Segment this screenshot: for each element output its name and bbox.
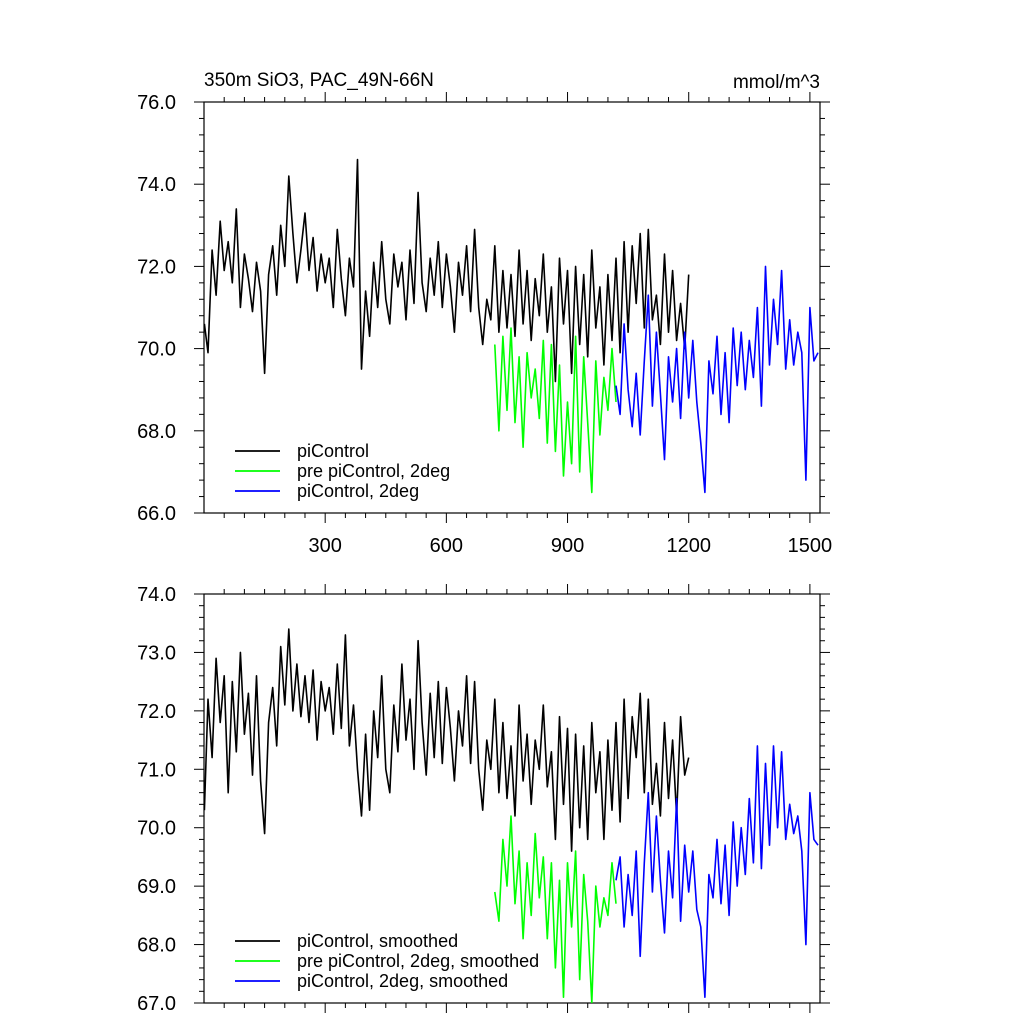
- y-tick-label: 68.0: [137, 935, 176, 957]
- x-tick-label: 900: [551, 535, 584, 557]
- y-tick-label: 66.0: [137, 503, 176, 525]
- x-tick-label: 1500: [788, 535, 833, 557]
- plot-frame: [203, 101, 821, 514]
- x-tick-label: 600: [430, 535, 463, 557]
- series-line-0: [204, 628, 690, 852]
- y-tick-label: 72.0: [137, 701, 176, 723]
- units-label: mmol/m^3: [733, 72, 820, 93]
- series-group: [204, 158, 819, 494]
- y-tick-label: 71.0: [137, 759, 176, 781]
- series-line-2: [615, 265, 819, 494]
- legend-label: piControl, smoothed: [297, 931, 458, 951]
- y-tick-label: 73.0: [137, 642, 176, 664]
- y-tick-label: 70.0: [137, 339, 176, 361]
- series-line-1: [494, 815, 617, 1003]
- series-line-0: [204, 158, 690, 383]
- y-tick-label: 74.0: [137, 584, 176, 606]
- y-tick-label: 67.0: [137, 993, 176, 1015]
- x-tick-label: 300: [308, 535, 341, 557]
- legend-label: piControl: [297, 441, 369, 461]
- series-line-1: [494, 327, 617, 494]
- series-line-2: [615, 745, 819, 999]
- y-tick-label: 76.0: [137, 92, 176, 114]
- y-tick-label: 70.0: [137, 818, 176, 840]
- y-tick-label: 69.0: [137, 876, 176, 898]
- x-tick-label: 1200: [666, 535, 711, 557]
- legend-label: pre piControl, 2deg, smoothed: [297, 951, 539, 971]
- legend-label: piControl, 2deg: [297, 481, 419, 501]
- legend-label: piControl, 2deg, smoothed: [297, 971, 508, 991]
- y-tick-label: 72.0: [137, 256, 176, 278]
- legend-label: pre piControl, 2deg: [297, 461, 450, 481]
- chart-title: 350m SiO3, PAC_49N-66N: [204, 70, 434, 91]
- series-group: [204, 628, 819, 1003]
- y-tick-label: 74.0: [137, 174, 176, 196]
- top-panel: 300 600 900 1200 1500 66.0 68.0 70.0 72.0 74.0 76.…: [137, 70, 832, 557]
- y-tick-label: 68.0: [137, 421, 176, 443]
- bottom-panel: 67.0 68.0 69.0 70.0 71.0 72.0 73.0 74.0 piContro…: [137, 584, 830, 1015]
